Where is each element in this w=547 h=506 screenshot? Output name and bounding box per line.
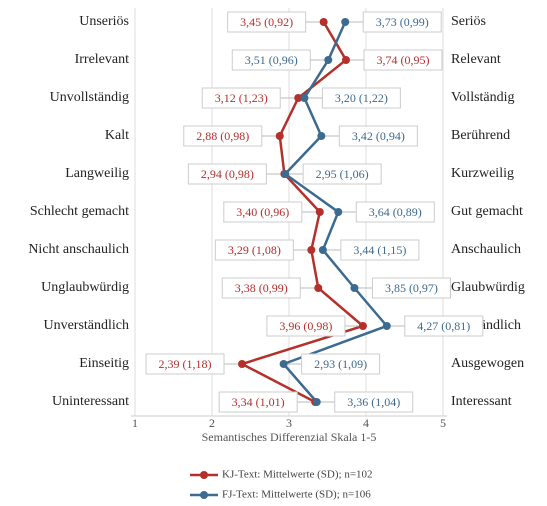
data-label: 3,96 (0,98) bbox=[279, 319, 332, 333]
point bbox=[341, 56, 350, 64]
point bbox=[275, 132, 284, 140]
data-label: 3,45 (0,92) bbox=[240, 15, 293, 29]
data-label: 3,38 (0,99) bbox=[235, 281, 288, 295]
right-label: Interessant bbox=[451, 394, 512, 409]
label-box bbox=[223, 201, 303, 223]
point bbox=[279, 360, 288, 368]
x-tick-label: 4 bbox=[363, 416, 369, 430]
label-box bbox=[321, 87, 401, 109]
right-label: Berührend bbox=[451, 128, 510, 143]
data-label: 2,93 (1,09) bbox=[314, 357, 367, 371]
data-label: 2,39 (1,18) bbox=[159, 357, 212, 371]
point bbox=[238, 360, 247, 368]
point bbox=[281, 170, 290, 178]
label-box bbox=[362, 11, 442, 33]
label-box bbox=[301, 353, 381, 375]
point bbox=[358, 322, 367, 330]
point bbox=[318, 246, 327, 254]
left-label: Langweilig bbox=[65, 166, 129, 181]
data-label: 3,29 (1,08) bbox=[228, 243, 281, 257]
data-label: 2,95 (1,06) bbox=[316, 167, 369, 181]
label-box bbox=[355, 201, 435, 223]
point bbox=[334, 208, 343, 216]
data-label: 3,36 (1,04) bbox=[347, 395, 400, 409]
left-label: Uninteressant bbox=[52, 394, 129, 409]
right-label: Vollständig bbox=[451, 90, 515, 105]
point bbox=[319, 18, 328, 26]
label-box bbox=[371, 277, 451, 299]
right-label: Anschaulich bbox=[451, 242, 521, 257]
label-box bbox=[302, 163, 382, 185]
left-label: Unvollständig bbox=[50, 90, 129, 105]
right-label: Ausgewogen bbox=[451, 356, 524, 371]
label-box bbox=[338, 125, 418, 147]
left-label: Unseriös bbox=[79, 14, 129, 29]
point bbox=[350, 284, 359, 292]
data-label: 3,74 (0,95) bbox=[376, 53, 429, 67]
data-label: 3,73 (0,99) bbox=[376, 15, 429, 29]
data-label: 3,44 (1,15) bbox=[353, 243, 406, 257]
x-tick-label: 1 bbox=[132, 416, 138, 430]
label-box bbox=[145, 353, 225, 375]
right-label: Gut gemacht bbox=[451, 204, 523, 219]
point bbox=[314, 284, 323, 292]
x-tick-label: 2 bbox=[209, 416, 215, 430]
label-box bbox=[231, 49, 311, 71]
right-label: Kurzweilig bbox=[451, 166, 514, 181]
label-box bbox=[214, 239, 294, 261]
data-label: 3,40 (0,96) bbox=[236, 205, 289, 219]
left-label: Kalt bbox=[105, 128, 129, 143]
point bbox=[324, 56, 333, 64]
data-label: 3,42 (0,94) bbox=[352, 129, 405, 143]
point bbox=[317, 132, 326, 140]
data-label: 2,94 (0,98) bbox=[201, 167, 254, 181]
data-label: 3,85 (0,97) bbox=[385, 281, 438, 295]
label-box bbox=[363, 49, 443, 71]
point bbox=[312, 398, 321, 406]
legend-label: FJ-Text: Mittelwerte (SD); n=106 bbox=[222, 489, 371, 501]
x-tick-label: 3 bbox=[286, 416, 292, 430]
legend-marker bbox=[200, 491, 208, 499]
right-label: Relevant bbox=[451, 52, 501, 67]
data-label: 3,20 (1,22) bbox=[335, 91, 388, 105]
label-box bbox=[227, 11, 307, 33]
label-box bbox=[218, 391, 298, 413]
point bbox=[294, 94, 303, 102]
data-label: 3,12 (1,23) bbox=[215, 91, 268, 105]
label-box bbox=[334, 391, 414, 413]
data-label: 3,34 (1,01) bbox=[232, 395, 285, 409]
data-label: 3,51 (0,96) bbox=[245, 53, 298, 67]
left-label: Unverständlich bbox=[43, 318, 129, 333]
data-label: 4,27 (0,81) bbox=[417, 319, 470, 333]
label-box bbox=[340, 239, 420, 261]
point bbox=[307, 246, 316, 254]
point bbox=[341, 18, 350, 26]
left-label: Einseitig bbox=[79, 356, 129, 371]
right-label: Seriös bbox=[451, 14, 486, 29]
label-box bbox=[404, 315, 484, 337]
label-box bbox=[221, 277, 301, 299]
data-label: 2,88 (0,98) bbox=[196, 129, 249, 143]
legend-label: KJ-Text: Mittelwerte (SD); n=102 bbox=[222, 469, 373, 481]
left-label: Irrelevant bbox=[75, 52, 130, 67]
label-box bbox=[201, 87, 281, 109]
left-label: Schlecht gemacht bbox=[30, 204, 129, 219]
point bbox=[300, 94, 309, 102]
x-axis-label: Semantisches Differenzial Skala 1-5 bbox=[202, 430, 377, 444]
point bbox=[315, 208, 324, 216]
point bbox=[382, 322, 391, 330]
left-label: Unglaubwürdig bbox=[41, 280, 129, 295]
label-box bbox=[187, 163, 267, 185]
legend-marker bbox=[200, 471, 208, 479]
label-box bbox=[183, 125, 263, 147]
label-box bbox=[266, 315, 346, 337]
x-tick-label: 5 bbox=[440, 416, 446, 430]
data-label: 3,64 (0,89) bbox=[369, 205, 422, 219]
left-label: Nicht anschaulich bbox=[28, 242, 129, 257]
right-label: Glaubwürdig bbox=[451, 280, 525, 295]
